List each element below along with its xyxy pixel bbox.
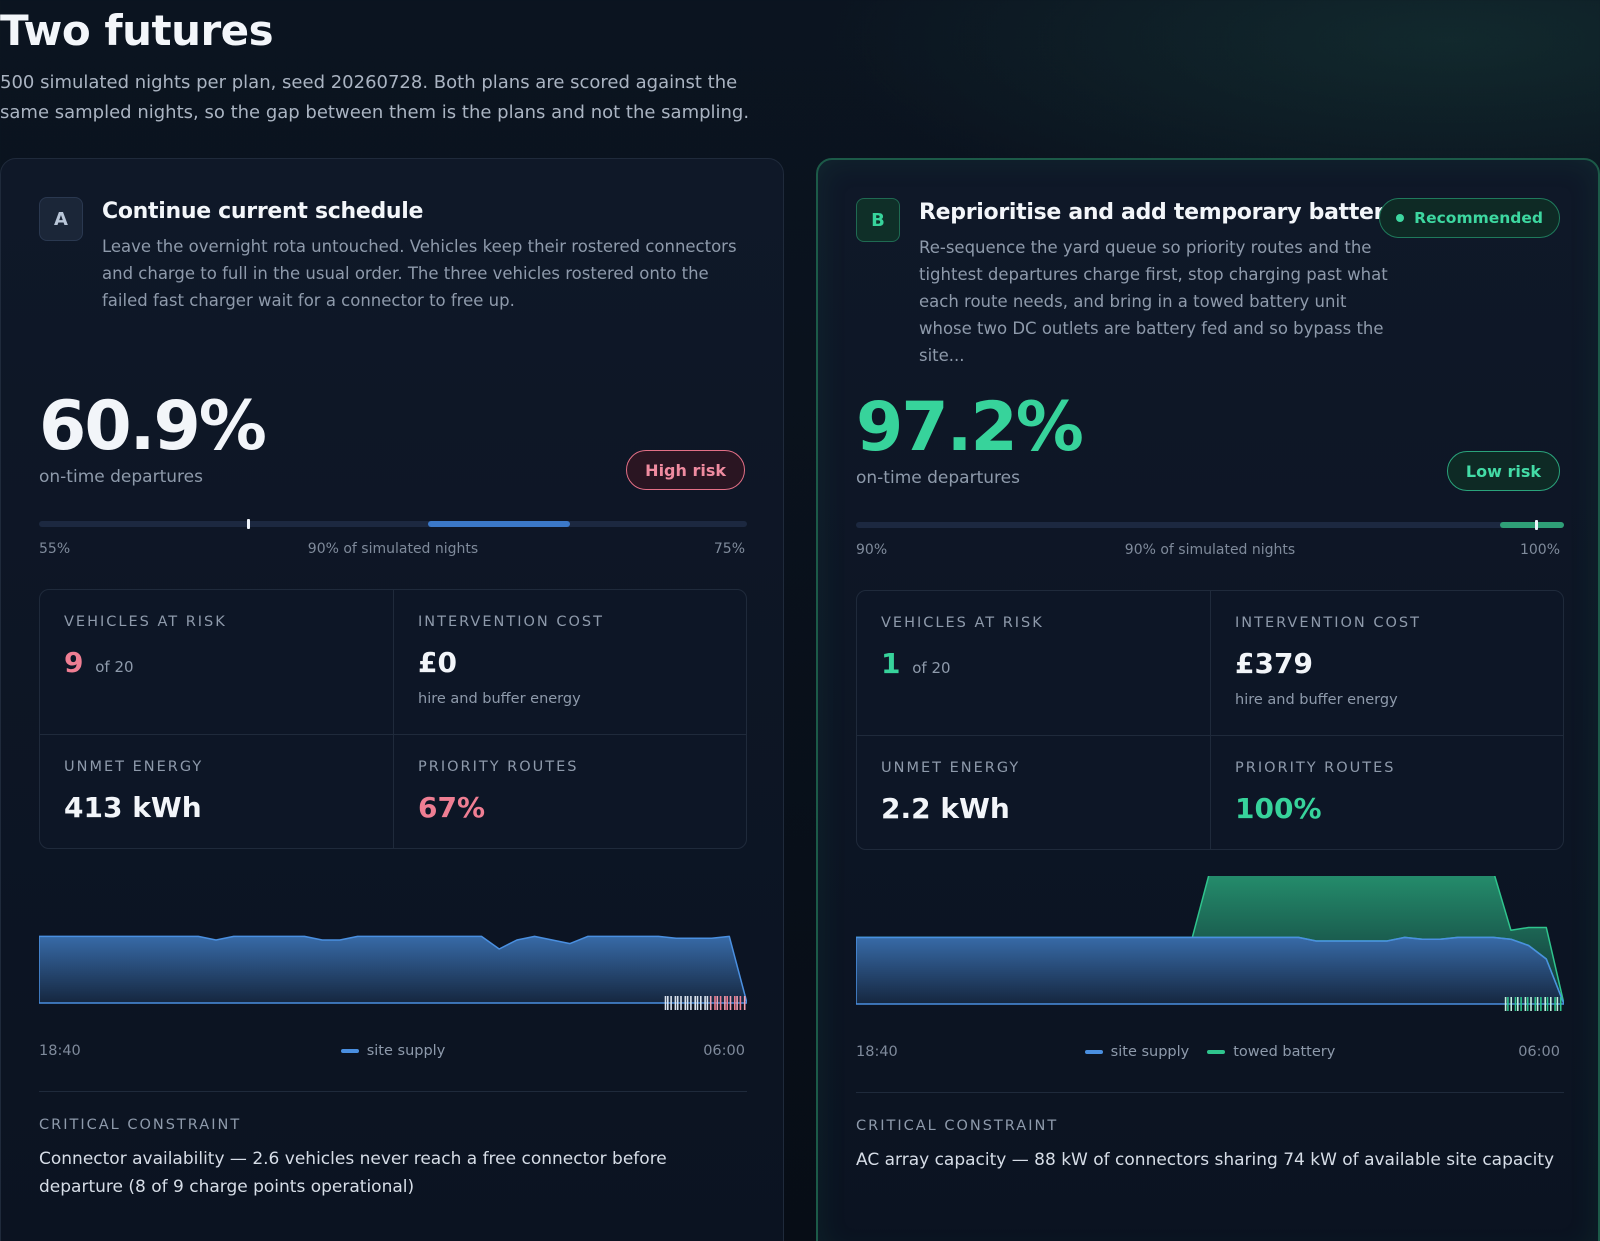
metric-value: £379: [1235, 647, 1313, 680]
series-area-site-supply: [39, 935, 747, 1004]
metric-sub: hire and buffer energy: [1235, 692, 1398, 708]
metric-vehicles-at-risk: VEHICLES AT RISK 1 of 20: [857, 591, 1210, 735]
metric-value: 67%: [418, 791, 486, 824]
metric-value: 2.2 kWh: [881, 792, 1010, 825]
legend-swatch: [1207, 1050, 1226, 1054]
metric-label: UNMET ENERGY: [881, 760, 1021, 776]
risk-badge: High risk: [626, 450, 745, 490]
confidence-range-track: [856, 520, 1564, 530]
confidence-range-track: [39, 519, 747, 529]
range-min-label: 90%: [856, 542, 888, 558]
confidence-range-median: [246, 519, 250, 529]
recommended-label: Recommended: [1414, 209, 1543, 227]
constraint-text: AC array capacity — 88 kW of connectors …: [856, 1150, 1555, 1170]
plan-title: Continue current schedule: [102, 199, 424, 224]
legend-towed-battery: towed battery: [1207, 1044, 1335, 1060]
plan-letter-badge: B: [856, 198, 900, 242]
on-time-label: on-time departures: [856, 468, 1020, 488]
plan-description: Leave the overnight rota untouched. Vehi…: [102, 237, 737, 310]
legend-site-supply: site supply: [340, 1043, 446, 1059]
constraint-label: CRITICAL CONSTRAINT: [856, 1118, 1059, 1134]
legend-swatch: [340, 1049, 359, 1053]
plan-description: Re-sequence the yard queue so priority r…: [919, 238, 1388, 365]
metrics-grid: VEHICLES AT RISK 1 of 20 INTERVENTION CO…: [856, 590, 1564, 850]
vehicles-at-risk-count: 1: [881, 647, 901, 680]
confidence-range-fill: [428, 521, 570, 527]
chart-end-time: 06:00: [703, 1043, 745, 1059]
metric-vehicles-at-risk: VEHICLES AT RISK 9 of 20: [40, 590, 393, 734]
range-max-label: 100%: [1519, 542, 1560, 558]
metric-label: INTERVENTION COST: [418, 614, 604, 630]
metric-priority-routes: PRIORITY ROUTES 67%: [393, 734, 746, 848]
legend-label: site supply: [366, 1043, 446, 1059]
confidence-range-median: [1534, 520, 1538, 530]
metric-intervention-cost: INTERVENTION COST £379 hire and buffer e…: [1210, 591, 1563, 735]
page-subtitle: 500 simulated nights per plan, seed 2026…: [0, 72, 750, 123]
metric-sub: hire and buffer energy: [418, 691, 581, 707]
plan-letter-badge: A: [39, 197, 83, 241]
vehicles-total: of 20: [912, 659, 951, 677]
chart-start-time: 18:40: [39, 1043, 81, 1059]
on-time-value: 60.9%: [39, 387, 267, 466]
legend-label: towed battery: [1233, 1044, 1336, 1060]
plan-b-card: B Reprioritise and add temporary battery…: [816, 158, 1600, 1241]
metric-unmet-energy: UNMET ENERGY 413 kWh: [40, 734, 393, 848]
metric-intervention-cost: INTERVENTION COST £0 hire and buffer ene…: [393, 590, 746, 734]
chart-start-time: 18:40: [856, 1044, 898, 1060]
metric-label: PRIORITY ROUTES: [1235, 760, 1396, 776]
plan-a-card: A Continue current schedule Leave the ov…: [0, 158, 784, 1241]
series-area-site-supply: [856, 936, 1564, 1005]
metric-label: VEHICLES AT RISK: [881, 615, 1044, 631]
metrics-grid: VEHICLES AT RISK 9 of 20 INTERVENTION CO…: [39, 589, 747, 849]
range-mid-label: 90% of simulated nights: [1124, 542, 1296, 558]
vehicles-at-risk-count: 9: [64, 646, 84, 679]
range-mid-label: 90% of simulated nights: [307, 541, 479, 557]
chart-legend: site supply: [39, 1043, 747, 1059]
metric-label: INTERVENTION COST: [1235, 615, 1421, 631]
metric-unmet-energy: UNMET ENERGY 2.2 kWh: [857, 735, 1210, 849]
metric-priority-routes: PRIORITY ROUTES 100%: [1210, 735, 1563, 849]
risk-badge: Low risk: [1446, 451, 1560, 491]
vehicles-total: of 20: [95, 658, 134, 676]
divider: [856, 1092, 1564, 1093]
range-min-label: 55%: [39, 541, 71, 557]
constraint-label: CRITICAL CONSTRAINT: [39, 1117, 242, 1133]
metric-value: 413 kWh: [64, 791, 202, 824]
chart-legend: site supply towed battery: [856, 1044, 1564, 1060]
on-time-label: on-time departures: [39, 467, 203, 487]
metric-value: £0: [418, 646, 457, 679]
on-time-value: 97.2%: [856, 388, 1084, 467]
range-max-label: 75%: [713, 541, 745, 557]
metric-value: 9 of 20: [64, 646, 369, 679]
chart-end-time: 06:00: [1518, 1044, 1560, 1060]
legend-site-supply: site supply: [1084, 1044, 1190, 1060]
metric-label: PRIORITY ROUTES: [418, 759, 579, 775]
legend-swatch: [1084, 1050, 1103, 1054]
metric-label: VEHICLES AT RISK: [64, 614, 227, 630]
supply-chart: [856, 876, 1564, 1011]
page-title: Two futures: [0, 6, 274, 55]
legend-label: site supply: [1110, 1044, 1190, 1060]
status-dot-icon: [1396, 214, 1405, 222]
divider: [39, 1091, 747, 1092]
supply-chart: [39, 935, 747, 1010]
recommended-badge: Recommended: [1379, 198, 1560, 238]
confidence-range-fill: [1500, 522, 1564, 528]
metric-label: UNMET ENERGY: [64, 759, 204, 775]
metric-value: 100%: [1235, 792, 1322, 825]
metric-value: 1 of 20: [881, 647, 1186, 680]
constraint-text: Connector availability — 2.6 vehicles ne…: [39, 1149, 667, 1197]
